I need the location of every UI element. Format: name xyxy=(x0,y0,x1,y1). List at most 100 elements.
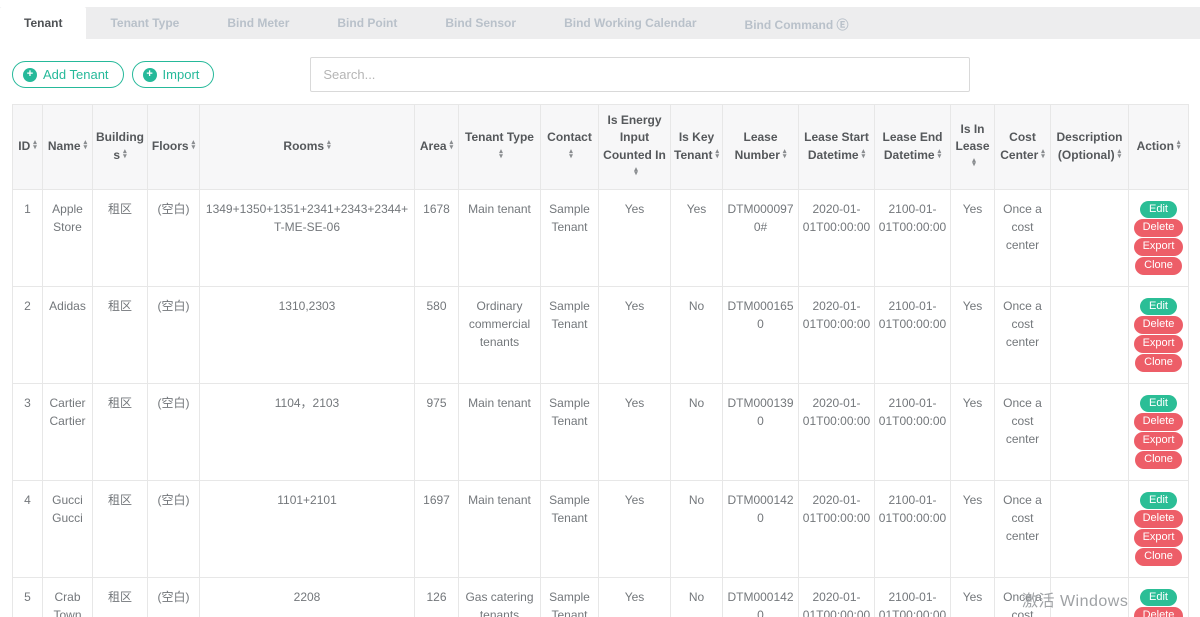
column-label: Is Key Tenant xyxy=(674,130,715,162)
column-header-description-optional[interactable]: Description (Optional) ▴ ▾ xyxy=(1050,104,1129,190)
cell-contact: Sample Tenant xyxy=(540,188,599,287)
clone-button[interactable]: Clone xyxy=(1135,353,1182,372)
sort-icon: ▴ ▾ xyxy=(499,148,503,160)
cell-id: 2 xyxy=(12,285,43,384)
tab-bind-point[interactable]: Bind Point xyxy=(337,16,398,30)
search-input[interactable] xyxy=(310,57,971,92)
cell-lease-end: 2100-01-01T00:00:00 xyxy=(874,479,951,578)
column-label: ID xyxy=(18,139,31,154)
table-header-row: ID ▴ ▾ Name ▴ ▾ Buildings ▴ ▾ Floors ▴ ▾ Rooms ▴ ▾ Area… xyxy=(12,104,1189,190)
column-header-floors[interactable]: Floors ▴ ▾ xyxy=(147,104,200,190)
edit-button[interactable]: Edit xyxy=(1140,394,1177,413)
edit-button[interactable]: Edit xyxy=(1140,588,1177,607)
table-header: ID ▴ ▾ Name ▴ ▾ Buildings ▴ ▾ Floors ▴ ▾ Rooms ▴ ▾ Area… xyxy=(12,104,1189,190)
column-header-name[interactable]: Name ▴ ▾ xyxy=(42,104,93,190)
export-button[interactable]: Export xyxy=(1133,432,1184,450)
table-body: 1 Apple Store 租区 (空白) 1349+1350+1351+2341+23… xyxy=(12,188,1189,617)
clone-button[interactable]: Clone xyxy=(1135,547,1182,566)
delete-button[interactable]: Delete xyxy=(1133,219,1184,238)
column-header-is-in-lease[interactable]: Is In Lease ▴ ▾ xyxy=(950,104,995,190)
column-header-cost-center[interactable]: Cost Center ▴ ▾ xyxy=(994,104,1051,190)
column-header-is-energy-input-counted-in[interactable]: Is Energy Input Counted In ▴ ▾ xyxy=(598,104,671,190)
cell-area: 975 xyxy=(414,382,459,481)
cell-contact: Sample Tenant xyxy=(540,382,599,481)
column-label: Lease Start Datetime xyxy=(804,130,869,162)
export-button[interactable]: Export xyxy=(1133,529,1184,547)
cell-lease-number: DTM0001420 xyxy=(722,479,799,578)
edit-button[interactable]: Edit xyxy=(1140,297,1177,316)
delete-button[interactable]: Delete xyxy=(1133,413,1184,432)
export-button[interactable]: Export xyxy=(1133,335,1184,353)
column-header-lease-number[interactable]: Lease Number ▴ ▾ xyxy=(722,104,799,190)
cell-buildings: 租区 xyxy=(92,479,148,578)
column-header-action[interactable]: Action ▴ ▾ xyxy=(1128,104,1189,190)
cell-contact: Sample Tenant xyxy=(540,576,599,617)
plus-circle-icon: + xyxy=(142,67,157,82)
sort-icon: ▴ ▾ xyxy=(1041,148,1045,160)
column-header-is-key-tenant[interactable]: Is Key Tenant ▴ ▾ xyxy=(670,104,723,190)
cell-is-in-lease: Yes xyxy=(950,576,995,617)
sort-icon: ▴ ▾ xyxy=(634,165,638,177)
content-area: + Add Tenant + Import ID▴▾Name▴▾Building… xyxy=(0,39,1200,617)
column-header-area[interactable]: Area ▴ ▾ xyxy=(414,104,459,190)
import-label: Import xyxy=(162,67,200,82)
sort-icon: ▴ ▾ xyxy=(1176,139,1181,151)
delete-button[interactable]: Delete xyxy=(1133,316,1184,335)
sort-icon: ▴ ▾ xyxy=(569,148,573,160)
cell-id: 3 xyxy=(12,382,43,481)
sort-icon: ▴ ▾ xyxy=(937,148,942,160)
cell-tenant-type: Main tenant xyxy=(458,188,541,287)
plus-circle-icon: + xyxy=(23,67,37,82)
edit-button[interactable]: Edit xyxy=(1140,491,1177,510)
tab-bind-meter[interactable]: Bind Meter xyxy=(227,16,290,30)
sort-icon: ▴ ▾ xyxy=(782,148,787,160)
column-label: Name xyxy=(47,139,81,154)
cell-area: 126 xyxy=(414,576,459,617)
tab-bind-sensor[interactable]: Bind Sensor xyxy=(445,16,517,30)
cell-buildings: 租区 xyxy=(92,382,148,481)
cell-tenant-type: Main tenant xyxy=(458,382,541,481)
column-header-tenant-type[interactable]: Tenant Type ▴ ▾ xyxy=(458,104,541,190)
sort-icon: ▴ ▾ xyxy=(972,156,976,169)
import-button[interactable]: + Import xyxy=(131,61,215,88)
cell-lease-number: DTM0001650 xyxy=(722,285,799,384)
cell-tenant-type: Gas catering tenants xyxy=(458,576,541,617)
cell-floors: (空白) xyxy=(147,576,200,617)
table-row: 2 Adidas 租区 (空白) 1310,2303 580 Ordinary commer… xyxy=(12,285,1189,384)
column-header-buildings[interactable]: Buildings ▴ ▾ xyxy=(92,104,148,190)
cell-contact: Sample Tenant xyxy=(540,479,599,578)
column-header-rooms[interactable]: Rooms ▴ ▾ xyxy=(199,104,415,190)
cell-lease-start: 2020-01-01T00:00:00 xyxy=(798,188,875,287)
delete-button[interactable]: Delete xyxy=(1133,607,1184,617)
tab-tenant-type[interactable]: Tenant Type xyxy=(110,16,180,30)
column-header-lease-start-datetime[interactable]: Lease Start Datetime ▴ ▾ xyxy=(798,104,875,190)
column-header-id[interactable]: ID ▴ ▾ xyxy=(12,104,43,190)
sort-icon: ▴ ▾ xyxy=(715,148,719,160)
delete-button[interactable]: Delete xyxy=(1133,510,1184,529)
clone-button[interactable]: Clone xyxy=(1135,256,1182,275)
cell-lease-end: 2100-01-01T00:00:00 xyxy=(874,382,951,481)
cell-is-key-tenant: No xyxy=(670,576,723,617)
tab-bind-command[interactable]: Bind Command Ⓔ xyxy=(744,18,849,32)
cell-cost-center: Once a cost center xyxy=(994,576,1051,617)
sort-icon: ▴ ▾ xyxy=(123,148,127,160)
column-header-lease-end-datetime[interactable]: Lease End Datetime ▴ ▾ xyxy=(874,104,951,190)
tab-tenant[interactable]: Tenant xyxy=(0,7,87,39)
sort-icon: ▴ ▾ xyxy=(33,139,37,151)
column-header-contact[interactable]: Contact ▴ ▾ xyxy=(540,104,599,190)
cell-is-energy-counted: Yes xyxy=(598,188,671,287)
cell-is-energy-counted: Yes xyxy=(598,576,671,617)
clone-button[interactable]: Clone xyxy=(1135,450,1182,469)
tab-bind-working-calendar[interactable]: Bind Working Calendar xyxy=(564,16,697,30)
column-label: Rooms xyxy=(283,139,325,154)
cell-id: 5 xyxy=(12,576,43,617)
cell-buildings: 租区 xyxy=(92,188,148,287)
tenant-table: ID ▴ ▾ Name ▴ ▾ Buildings ▴ ▾ Floors ▴ ▾ Rooms ▴ ▾ Area… xyxy=(12,104,1189,617)
cell-floors: (空白) xyxy=(147,479,200,578)
cell-cost-center: Once a cost center xyxy=(994,479,1051,578)
export-button[interactable]: Export xyxy=(1133,238,1184,256)
add-tenant-button[interactable]: + Add Tenant xyxy=(12,61,124,88)
edit-button[interactable]: Edit xyxy=(1140,200,1177,219)
tab-bar: Tenant Tenant Type Bind Meter Bind Point Bin… xyxy=(0,7,1200,39)
